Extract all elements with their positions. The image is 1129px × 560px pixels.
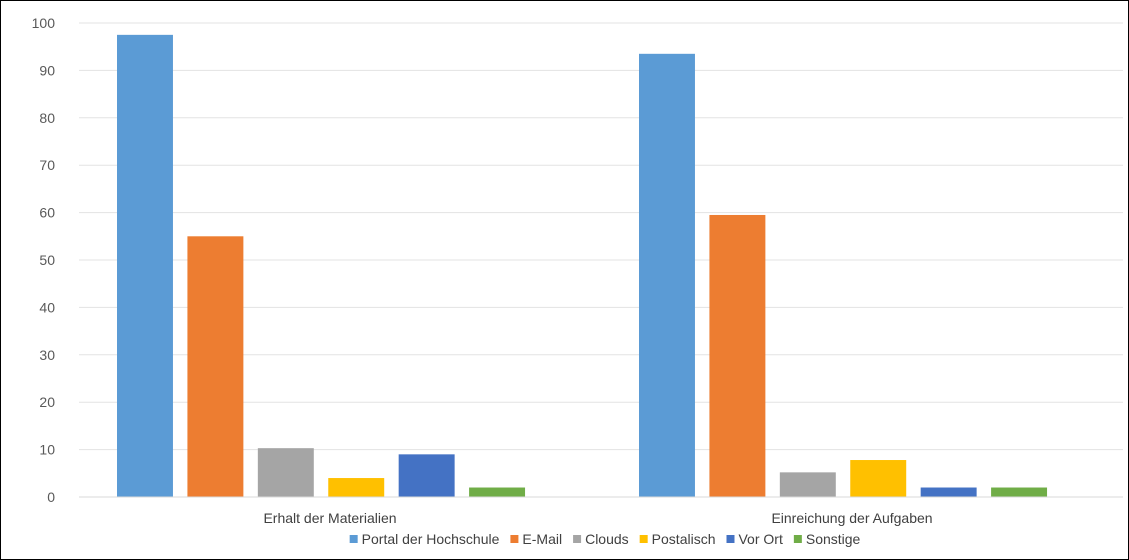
legend-swatch	[573, 535, 582, 543]
y-tick-label: 100	[32, 15, 56, 31]
category-labels: Erhalt der Materialien Einreichung der Au…	[263, 510, 932, 526]
bar-portal-der-hochschule	[639, 53, 695, 498]
bar-e-mail	[187, 236, 244, 498]
category-label: Einreichung der Aufgaben	[771, 510, 932, 526]
y-tick-label: 10	[39, 442, 55, 458]
y-tick-label: 20	[39, 394, 55, 410]
y-tick-label: 80	[39, 110, 55, 126]
legend-item: Portal der Hochschule	[349, 531, 500, 547]
bar-postalisch	[850, 460, 907, 497]
legend-label: E-Mail	[522, 531, 562, 547]
bar-portal-der-hochschule	[117, 34, 173, 497]
legend: Portal der Hochschule E-Mail Clouds Postali…	[349, 531, 861, 547]
bar-postalisch	[328, 478, 385, 497]
y-axis-tick-labels: 0 10 20 30 40 50 60 70 80 90 100	[32, 15, 56, 505]
legend-item: Sonstige	[793, 531, 861, 547]
legend-item: Vor Ort	[726, 531, 783, 547]
legend-label: Vor Ort	[738, 531, 782, 547]
legend-label: Portal der Hochschule	[362, 531, 500, 547]
legend-swatch	[639, 535, 648, 543]
legend-swatch	[726, 535, 735, 543]
legend-label: Postalisch	[652, 531, 716, 547]
bar-sonstige	[469, 487, 526, 497]
legend-label: Sonstige	[806, 531, 861, 547]
bar-sonstige	[991, 487, 1048, 497]
legend-item: Clouds	[573, 531, 629, 547]
category-label: Erhalt der Materialien	[263, 510, 396, 526]
legend-swatch	[349, 535, 358, 543]
legend-item: Postalisch	[639, 531, 716, 547]
legend-item: E-Mail	[510, 531, 562, 547]
bar-vor-ort	[920, 487, 977, 497]
gridlines	[79, 22, 1123, 451]
bar-clouds	[779, 472, 836, 497]
y-tick-label: 60	[39, 205, 55, 221]
y-tick-label: 30	[39, 347, 55, 363]
bar-e-mail	[709, 214, 766, 497]
y-tick-label: 50	[39, 252, 55, 268]
y-tick-label: 0	[47, 489, 55, 505]
y-tick-label: 90	[39, 62, 55, 78]
legend-label: Clouds	[585, 531, 629, 547]
bar-clouds	[257, 448, 314, 497]
bar-vor-ort	[398, 454, 455, 497]
bars	[117, 34, 1048, 498]
legend-swatch	[793, 535, 802, 543]
y-tick-label: 70	[39, 157, 55, 173]
y-tick-label: 40	[39, 299, 55, 315]
legend-swatch	[510, 535, 519, 543]
